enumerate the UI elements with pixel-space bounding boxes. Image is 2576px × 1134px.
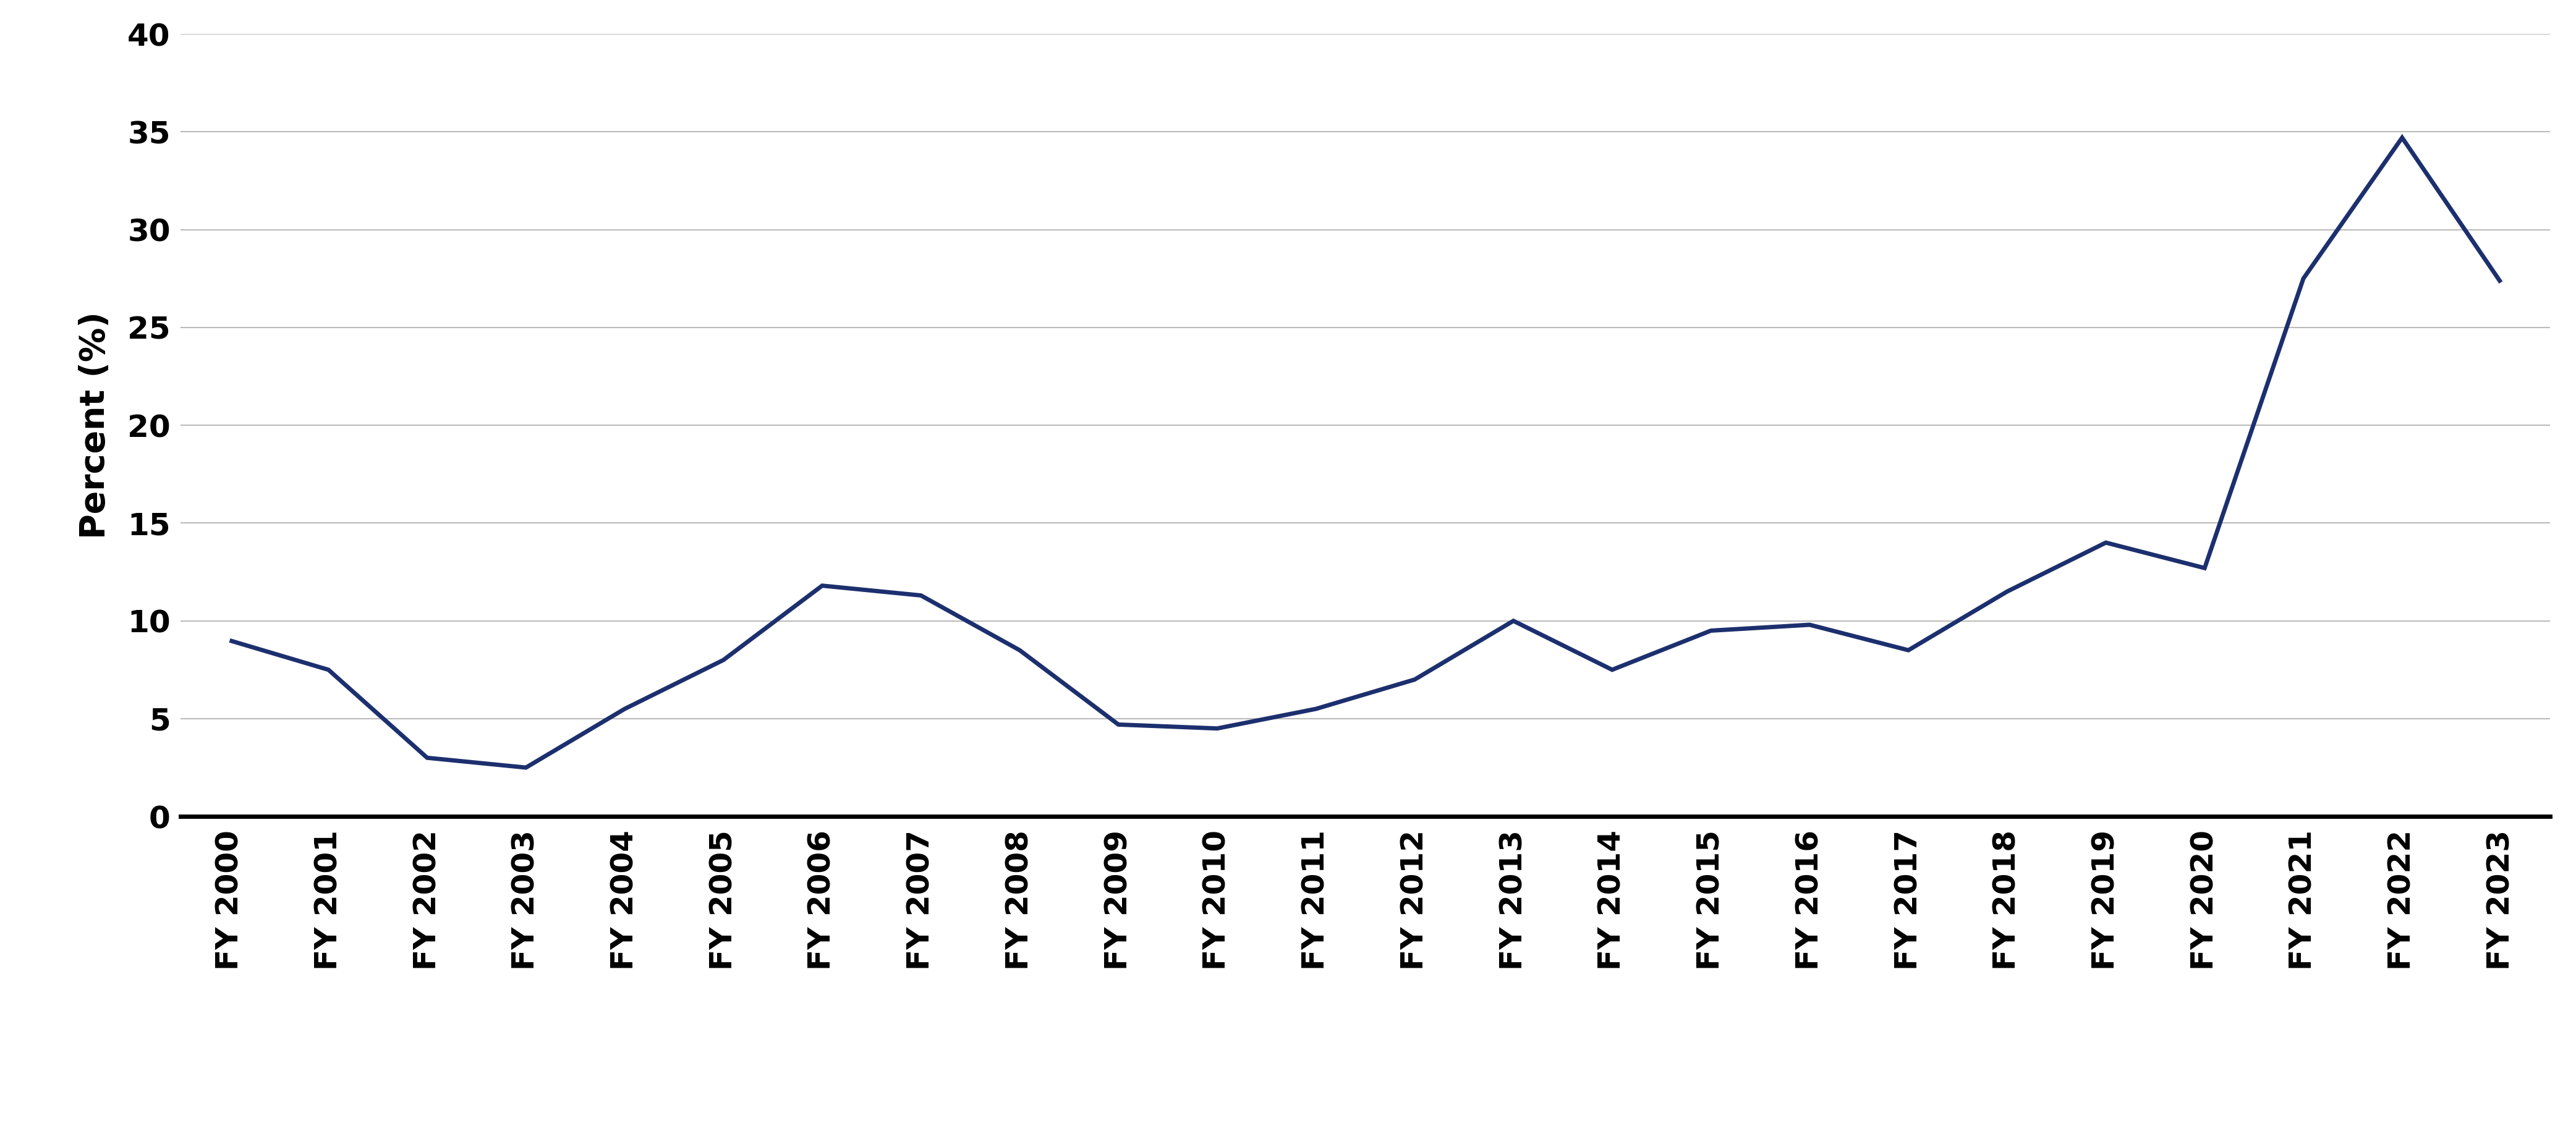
Y-axis label: Percent (%): Percent (%) bbox=[77, 312, 111, 539]
